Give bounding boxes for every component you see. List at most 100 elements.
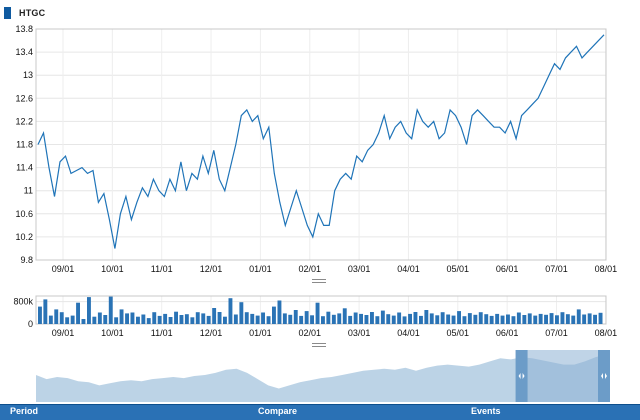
volume-bar	[244, 312, 249, 324]
volume-bar	[239, 302, 244, 324]
volume-bar	[457, 311, 461, 324]
volume-bar	[348, 315, 353, 324]
volume-bar	[293, 310, 298, 324]
volume-bar	[522, 315, 527, 324]
compare-button[interactable]: Compare	[258, 406, 298, 416]
volume-bar	[136, 316, 140, 324]
volume-bar	[337, 313, 342, 324]
date-axis-main: 09/01 10/01 11/01 12/01 01/01 02/01 03/01 04/01…	[52, 264, 617, 274]
price-gridlines	[36, 28, 607, 261]
volume-date-tick-label: 08/01	[595, 328, 618, 338]
navigator-scroller[interactable]	[36, 350, 610, 402]
volume-bar	[511, 316, 516, 324]
volume-bar	[413, 312, 418, 324]
volume-bar	[266, 316, 271, 324]
volume-bar	[451, 315, 456, 324]
volume-bar	[54, 309, 59, 324]
volume-bar	[272, 306, 276, 324]
period-button[interactable]: Period	[10, 406, 39, 416]
volume-bar	[59, 312, 64, 324]
volume-bar	[565, 314, 570, 324]
volume-bar	[250, 313, 255, 324]
volume-bar	[114, 317, 119, 324]
volume-bar	[201, 313, 206, 324]
volume-bar	[408, 313, 412, 324]
price-axis: 13.8 13.4 13 12.6 12.2 11.8 11.4 11 10.6 10.2 9.8	[15, 24, 33, 265]
volume-bar	[598, 312, 603, 324]
navigator-selection[interactable]	[521, 350, 604, 402]
volume-date-tick-label: 07/01	[545, 328, 568, 338]
navigator-handle-left[interactable]	[515, 350, 528, 402]
volume-bar	[108, 296, 113, 324]
volume-bar	[261, 312, 265, 324]
date-tick-label: 06/01	[496, 264, 519, 274]
legend-color-swatch	[4, 7, 11, 19]
volume-bar	[157, 315, 162, 324]
volume-axis: 800k 0	[13, 297, 33, 329]
legend[interactable]: HTGC	[4, 6, 45, 20]
volume-bar	[467, 313, 472, 324]
volume-bar	[315, 302, 320, 324]
volume-date-tick-label: 11/01	[151, 328, 173, 338]
volume-bar	[179, 315, 184, 324]
volume-bar	[206, 315, 211, 324]
volume-bar	[103, 315, 108, 324]
volume-bar	[397, 312, 402, 324]
volume-bar	[65, 317, 70, 324]
handle-body	[515, 350, 528, 402]
stock-chart[interactable]: 13.813.41312.612.211.811.41110.610.29.8 …	[0, 0, 640, 404]
date-tick-label: 03/01	[348, 264, 371, 274]
volume-bar	[228, 298, 233, 324]
price-plot-frame	[35, 28, 607, 261]
events-button[interactable]: Events	[471, 406, 501, 416]
handle-body	[598, 350, 610, 402]
volume-bar	[500, 315, 505, 324]
volume-bar	[190, 317, 195, 324]
volume-bar	[462, 316, 467, 324]
volume-bar	[282, 313, 287, 324]
resize-handle-volume[interactable]	[312, 343, 326, 348]
volume-bar	[576, 309, 581, 324]
volume-bar	[152, 312, 157, 324]
volume-date-tick-label: 12/01	[200, 328, 223, 338]
price-line[interactable]	[37, 34, 605, 249]
date-tick-label: 12/01	[200, 264, 223, 274]
volume-bar	[233, 314, 238, 324]
volume-bar	[435, 315, 440, 324]
volume-bar	[217, 312, 222, 324]
volume-bar	[130, 312, 135, 324]
volume-bar	[489, 315, 494, 324]
volume-bar	[97, 312, 102, 324]
volume-date-tick-label: 10/01	[101, 328, 124, 338]
volume-bar	[484, 314, 489, 324]
volume-bar	[87, 297, 91, 324]
price-tick-label: 11.4	[16, 163, 33, 173]
volume-bar	[419, 315, 423, 324]
volume-bar	[92, 316, 97, 324]
volume-date-tick-label: 02/01	[298, 328, 321, 338]
volume-bar	[195, 312, 200, 324]
volume-bar	[375, 316, 380, 324]
volume-bar	[288, 314, 293, 324]
volume-bar	[386, 314, 391, 324]
price-tick-label: 10.2	[15, 232, 33, 242]
resize-handle-price[interactable]	[312, 279, 326, 284]
volume-date-tick-label: 01/01	[249, 328, 272, 338]
date-tick-label: 08/01	[595, 264, 618, 274]
price-tick-label: 13	[23, 70, 33, 80]
volume-tick-label: 800k	[13, 297, 33, 307]
navigator-handle-right[interactable]	[598, 350, 610, 402]
volume-date-tick-label: 06/01	[496, 328, 519, 338]
volume-bar	[555, 315, 559, 324]
volume-bar	[326, 311, 331, 324]
volume-bar	[478, 312, 483, 324]
volume-bar	[43, 299, 48, 324]
volume-bar	[331, 314, 336, 324]
volume-bar	[473, 314, 478, 324]
price-tick-label: 13.4	[15, 47, 33, 57]
volume-bar	[353, 312, 358, 324]
volume-bar	[168, 317, 173, 324]
date-tick-label: 07/01	[545, 264, 568, 274]
price-tick-label: 11	[24, 186, 33, 196]
volume-bars[interactable]	[38, 296, 603, 324]
